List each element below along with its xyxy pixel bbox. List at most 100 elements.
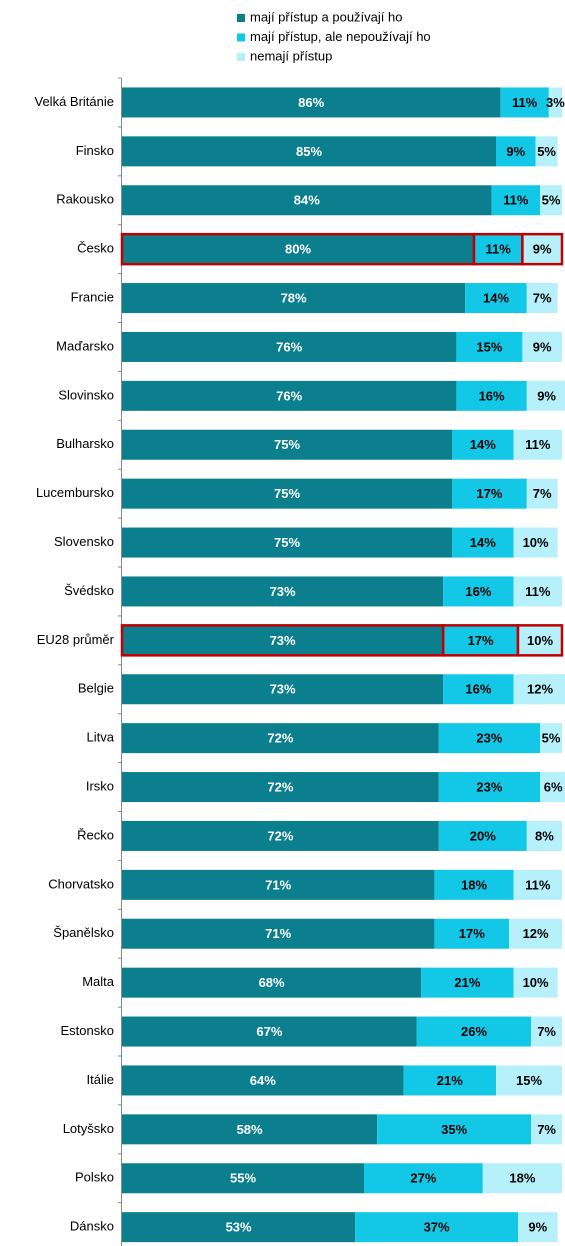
bar-segment (122, 527, 452, 558)
bar-segment (120, 624, 445, 657)
bar-segment (522, 331, 562, 362)
bar-segment (120, 232, 476, 266)
value-label: 76% (276, 388, 302, 403)
y-tick-label: Chorvatsko (48, 876, 114, 891)
value-label: 11% (512, 95, 538, 110)
bar-segment (434, 869, 514, 900)
y-tick-label: Polsko (75, 1170, 114, 1185)
y-tick-label: Bulharsko (56, 436, 114, 451)
bar-segment (526, 478, 558, 509)
value-label: 5% (537, 144, 556, 159)
value-label: 10% (523, 975, 549, 990)
value-label: 14% (483, 290, 509, 305)
bar-segment (513, 674, 565, 705)
y-tick-label: Litva (87, 730, 115, 745)
value-label: 76% (276, 339, 302, 354)
bar-segment (438, 723, 540, 754)
y-tick-label: Irsko (86, 778, 114, 793)
y-tick-label: Estonsko (61, 1023, 114, 1038)
y-tick-label: Rakousko (56, 192, 114, 207)
value-label: 64% (250, 1073, 276, 1088)
value-label: 84% (294, 193, 320, 208)
bar-segment (526, 820, 562, 851)
value-label: 73% (270, 584, 296, 599)
bar-segment (122, 869, 435, 900)
y-tick-label: Francie (71, 289, 114, 304)
y-tick-label: Švédsko (64, 583, 114, 598)
bar-segment (491, 185, 540, 216)
value-label: 10% (523, 535, 549, 550)
bar-segment (531, 1114, 562, 1145)
value-label: 7% (537, 1122, 556, 1137)
bar-segment (509, 918, 562, 949)
bar-segment (443, 576, 514, 607)
bar-segment (441, 624, 520, 657)
value-label: 11% (486, 242, 512, 257)
value-label: 23% (476, 731, 502, 746)
bar-segment (540, 772, 565, 803)
value-label: 16% (465, 682, 491, 697)
value-label: 72% (267, 731, 293, 746)
bar-segment (122, 136, 496, 167)
bar-segment (122, 429, 452, 460)
value-label: 53% (226, 1220, 252, 1235)
bar-segment (513, 429, 562, 460)
value-label: 75% (274, 535, 300, 550)
bar-segment (364, 1163, 483, 1194)
value-label: 35% (441, 1122, 467, 1137)
bar-segment (122, 1163, 364, 1194)
value-label: 86% (298, 95, 324, 110)
value-label: 75% (274, 486, 300, 501)
value-label: 5% (542, 193, 561, 208)
bar-segment (496, 1065, 562, 1096)
value-label: 11% (525, 584, 551, 599)
y-tick-label: Itálie (87, 1072, 114, 1087)
bar-segment (122, 1212, 356, 1243)
bar-segment (513, 527, 558, 558)
value-label: 68% (259, 975, 285, 990)
value-label: 27% (410, 1171, 436, 1186)
bar-segment (403, 1065, 496, 1096)
value-label: 17% (468, 633, 494, 648)
bar-segment (456, 331, 523, 362)
y-tick-label: Belgie (78, 681, 114, 696)
legend-label: nemají přístup (250, 48, 332, 63)
bar-segment (122, 723, 439, 754)
value-label: 17% (459, 926, 485, 941)
bar-segment (122, 1065, 404, 1096)
bar-segment (122, 283, 466, 314)
bar-segment (452, 429, 514, 460)
value-label: 12% (527, 682, 553, 697)
value-label: 9% (533, 339, 552, 354)
legend-swatch (237, 53, 245, 61)
bar-segment (122, 674, 444, 705)
bar-segment (438, 772, 540, 803)
value-label: 73% (270, 682, 296, 697)
value-label: 55% (230, 1171, 256, 1186)
bar-segment (122, 380, 457, 411)
bar-segment (526, 380, 565, 411)
bar-segment (122, 772, 439, 803)
bar-segment (122, 918, 435, 949)
bar-segment (500, 87, 549, 118)
y-tick-label: Slovinsko (58, 387, 114, 402)
bar-segment (122, 576, 444, 607)
bar-segment (122, 478, 452, 509)
bar-segment (456, 380, 527, 411)
value-label: 10% (527, 633, 553, 648)
bar-segment (122, 1016, 417, 1047)
legend-swatch (237, 14, 245, 22)
value-label: 7% (537, 1024, 556, 1039)
bar-segment (465, 283, 527, 314)
value-label: 14% (470, 437, 496, 452)
value-label: 67% (256, 1024, 282, 1039)
y-tick-label: Finsko (76, 143, 114, 158)
bar-segment (513, 967, 558, 998)
value-label: 9% (506, 144, 525, 159)
value-label: 5% (542, 731, 561, 746)
legend-label: mají přístup a používají ho (250, 9, 402, 24)
bar-segment (513, 869, 562, 900)
bar-segment (355, 1212, 518, 1243)
y-tick-label: EU28 průměr (37, 632, 115, 647)
bar-segment (496, 136, 536, 167)
